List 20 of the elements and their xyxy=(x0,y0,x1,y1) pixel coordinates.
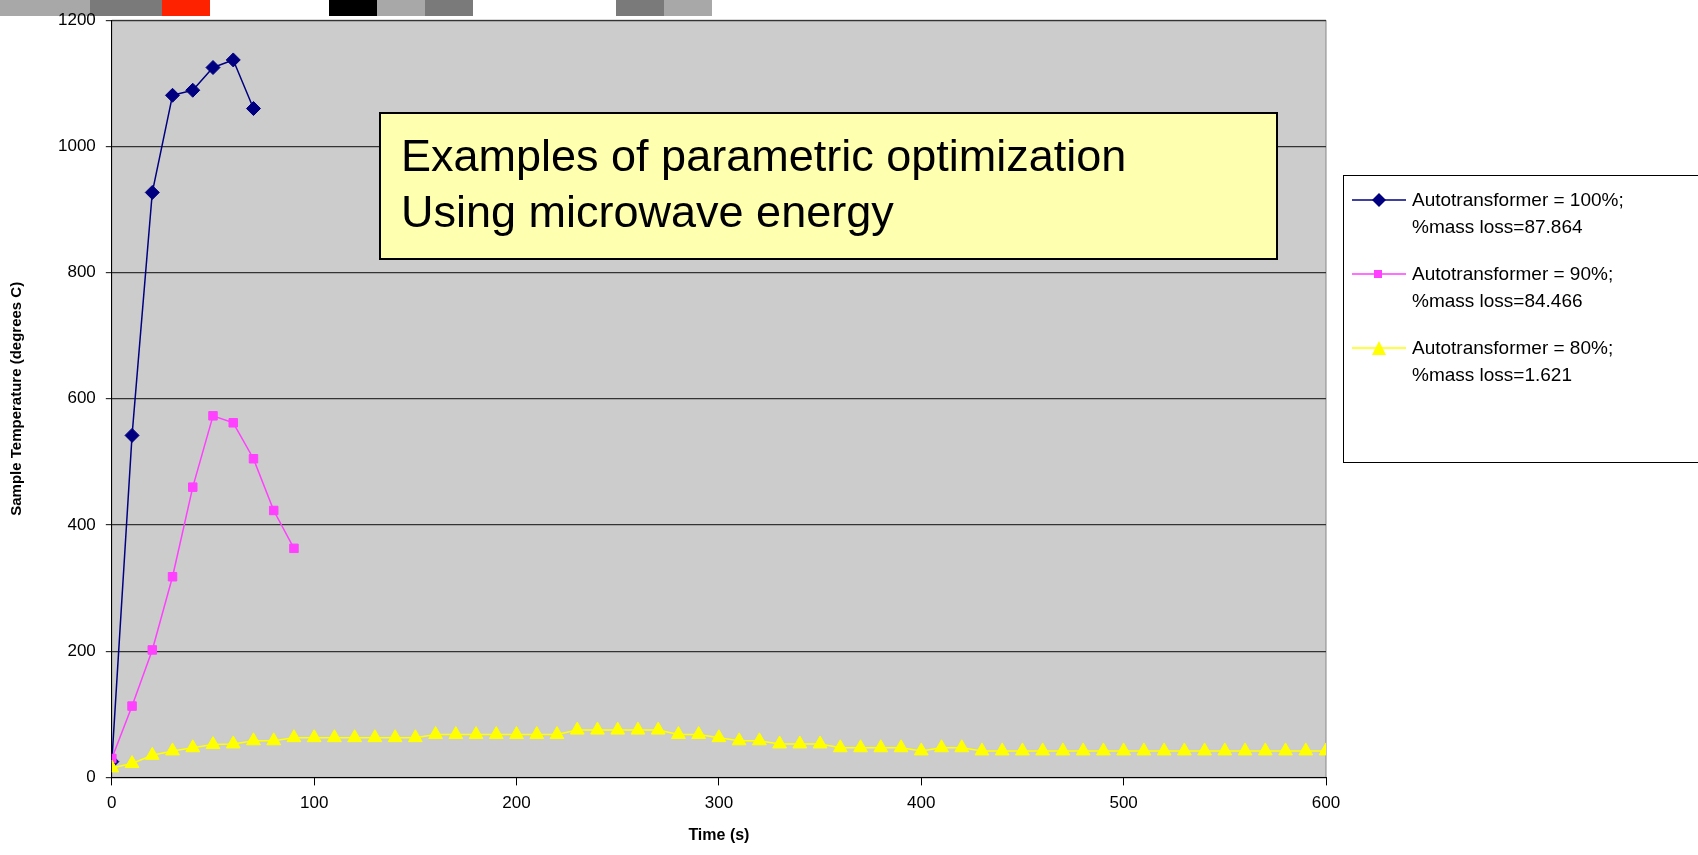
legend-label: Autotransformer = 100%; %mass loss=87.864 xyxy=(1412,188,1625,239)
title-box: Examples of parametric optimization Using microwave energy xyxy=(379,112,1278,260)
y-tick-label: 0 xyxy=(86,767,96,787)
x-tick-label: 400 xyxy=(907,793,936,813)
x-tick-label: 100 xyxy=(299,793,329,813)
legend-label: Autotransformer = 90%; %mass loss=84.466 xyxy=(1412,262,1615,313)
x-tick-label: 300 xyxy=(704,793,734,813)
y-tick-label: 600 xyxy=(67,388,96,408)
x-tick-label: 500 xyxy=(1109,793,1138,813)
x-tick-label: 200 xyxy=(502,793,531,813)
y-tick-label: 800 xyxy=(67,262,96,282)
x-axis-title: Time (s) xyxy=(688,825,750,843)
x-tick-label: 0 xyxy=(107,793,117,813)
y-tick-label: 1000 xyxy=(57,136,96,156)
legend-label: Autotransformer = 80%; %mass loss=1.621 xyxy=(1412,336,1615,387)
y-tick-label: 200 xyxy=(67,640,96,660)
y-tick-label: 400 xyxy=(67,514,96,534)
x-tick-label: 600 xyxy=(1311,793,1341,813)
y-axis-title: Sample Temperature (degrees C) xyxy=(7,281,25,516)
y-tick-label: 1200 xyxy=(57,9,96,29)
